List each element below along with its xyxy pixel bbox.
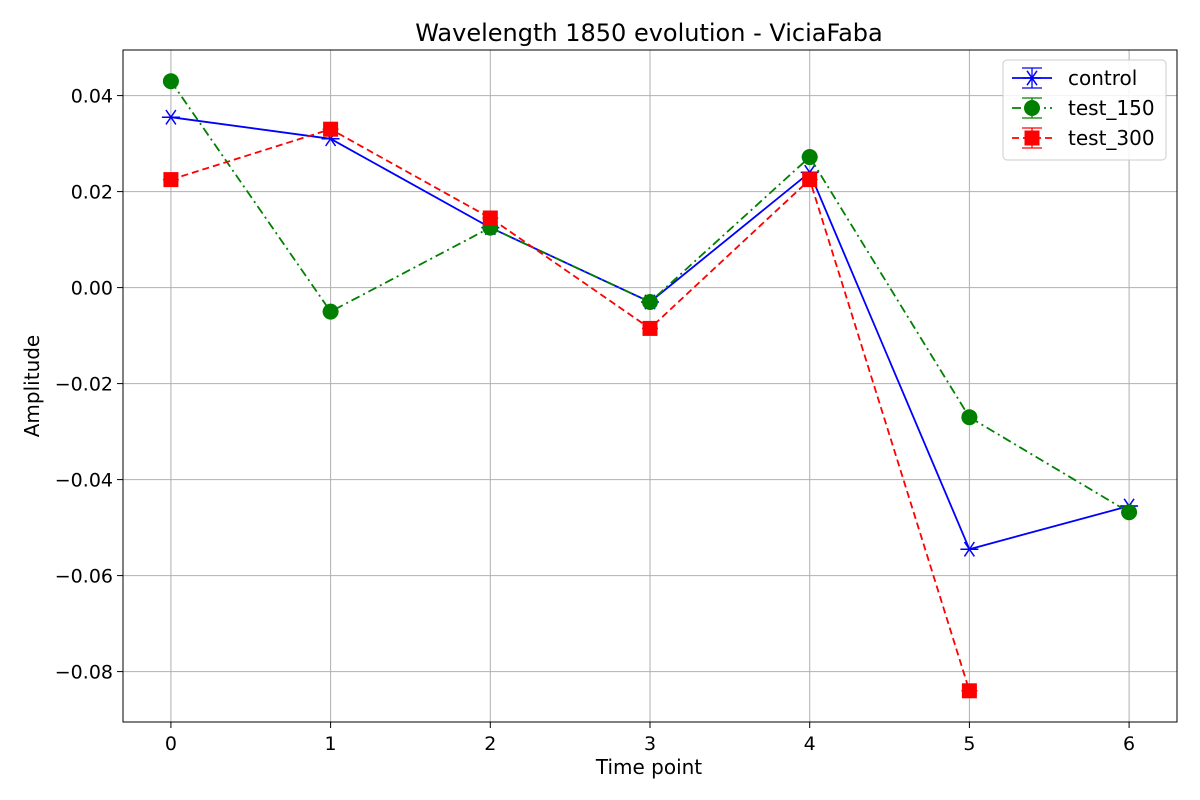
legend-box (1002, 59, 1167, 161)
data-point (322, 303, 339, 320)
x-tick-label: 4 (804, 733, 816, 755)
chart-title: Wavelength 1850 evolution - ViciaFaba (415, 19, 883, 47)
data-point (161, 109, 180, 125)
y-tick-label: −0.06 (55, 566, 113, 588)
data-point (482, 210, 498, 226)
series-layer (161, 73, 1139, 699)
data-point (961, 683, 977, 699)
grid (123, 50, 1177, 722)
legend-marker (1024, 100, 1040, 116)
y-axis: 0.04 0.02 0.00 −0.02 −0.04 −0.06 −0.08 (55, 86, 123, 684)
x-tick-label: 1 (325, 733, 337, 755)
y-tick-label: −0.02 (55, 374, 113, 396)
series-test-300 (162, 121, 978, 699)
x-tick-label: 2 (484, 733, 496, 755)
y-tick-label: −0.08 (55, 662, 113, 684)
legend-marker (1024, 130, 1040, 146)
legend-label: control (1068, 66, 1137, 90)
data-point (163, 172, 179, 188)
legend-label: test_150 (1068, 96, 1155, 120)
x-axis-title: Time point (595, 755, 702, 779)
data-point (961, 409, 978, 426)
series-line (170, 128, 971, 692)
data-point (323, 121, 339, 137)
y-tick-label: −0.04 (55, 470, 113, 492)
data-point (801, 149, 818, 166)
legend-label: test_300 (1068, 126, 1155, 150)
legend-marker (1023, 70, 1041, 86)
y-tick-label: 0.02 (71, 182, 113, 204)
x-tick-label: 0 (165, 733, 177, 755)
data-point (960, 541, 979, 557)
legend-entry: control (1012, 66, 1137, 90)
x-axis: 0 1 2 3 4 5 6 (165, 722, 1135, 755)
data-point (642, 320, 658, 336)
data-point (802, 172, 818, 188)
legend: control test_150 test_300 (1002, 59, 1167, 161)
y-tick-label: 0.00 (71, 278, 113, 300)
data-point (162, 73, 179, 90)
y-axis-title: Amplitude (20, 335, 44, 438)
x-tick-label: 6 (1123, 733, 1135, 755)
x-tick-label: 5 (963, 733, 975, 755)
data-point (1121, 504, 1138, 521)
legend-entry: test_150 (1012, 96, 1155, 120)
x-tick-label: 3 (644, 733, 656, 755)
data-point (642, 294, 658, 310)
y-tick-label: 0.04 (71, 86, 113, 108)
legend-entry: test_300 (1012, 126, 1155, 150)
